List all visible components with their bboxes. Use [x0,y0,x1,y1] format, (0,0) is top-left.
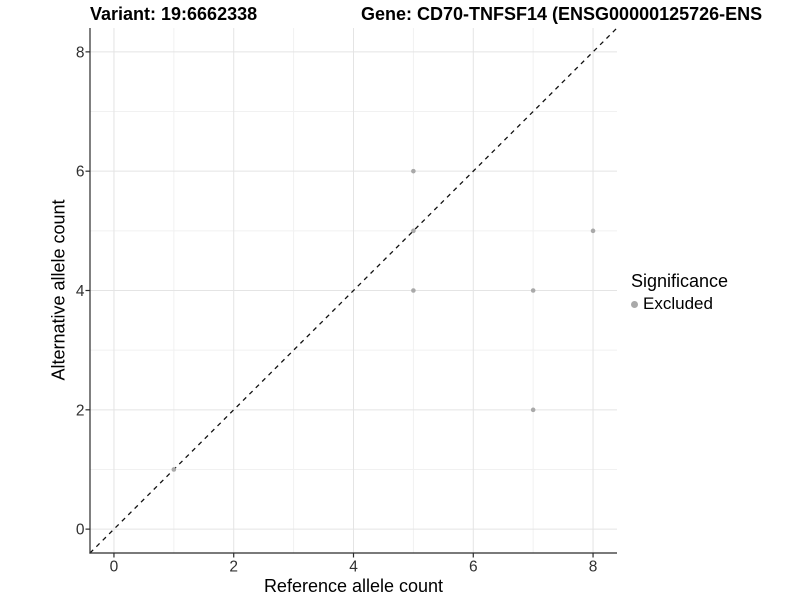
y-tick-label: 2 [76,402,85,419]
legend-item-excluded: Excluded [631,294,728,314]
y-tick-label: 6 [76,164,85,181]
data-point [411,288,416,293]
x-tick-label: 8 [589,559,598,576]
x-axis-ticks: 0 2 4 6 8 [110,553,598,576]
points [171,168,596,472]
data-point [411,168,416,174]
legend-item-label: Excluded [643,294,713,313]
data-point [530,288,536,293]
y-tick-label: 4 [76,283,85,300]
x-tick-label: 2 [229,559,238,576]
legend-point-icon [631,300,638,308]
data-point [590,228,596,234]
y-axis-title: Alternative allele count [48,199,69,381]
x-tick-label: 0 [110,559,119,576]
legend: Significance Excluded [631,271,728,314]
data-point [171,467,177,472]
plot-title-gene: Gene: CD70-TNFSF14 (ENSG00000125726-ENS [361,4,763,24]
data-point [530,407,536,413]
plot-title-variant: Variant: 19:6662338 [90,4,258,24]
x-axis-title: Reference allele count [263,576,444,596]
x-tick-label: 4 [349,559,358,576]
y-tick-label: 8 [76,44,85,61]
y-axis-ticks: 0 2 4 6 8 [76,44,90,539]
x-tick-label: 6 [469,559,478,576]
y-tick-label: 0 [76,522,85,539]
legend-title: Significance [631,271,729,291]
grid-major [90,28,617,553]
identity-line [89,27,618,554]
data-point [411,228,416,234]
